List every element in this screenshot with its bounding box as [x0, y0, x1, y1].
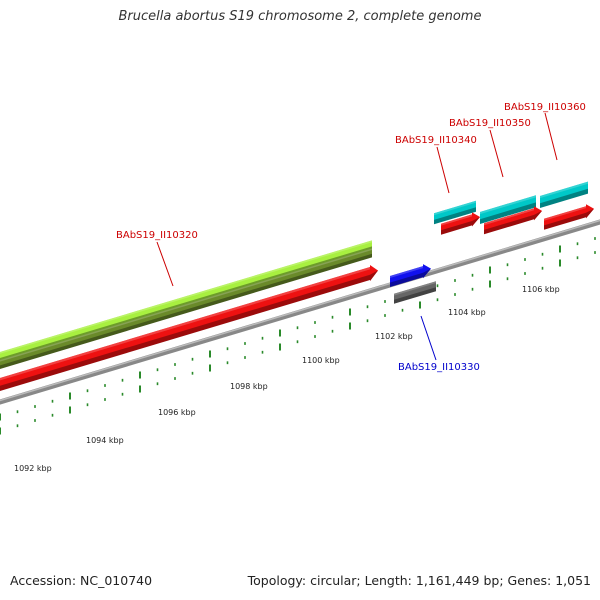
genome-backbone	[0, 219, 600, 405]
leader-line-g10320	[156, 241, 174, 287]
scale-label-3: 1098 kbp	[230, 382, 268, 391]
leader-line-g10340	[436, 146, 450, 194]
scale-label-0: 1092 kbp	[14, 464, 52, 473]
gray-feature-10330	[394, 281, 436, 304]
scale-label-6: 1104 kbp	[448, 308, 486, 317]
gene-band-10360	[540, 181, 588, 208]
leader-line-g10360	[544, 112, 558, 161]
scale-label-7: 1106 kbp	[522, 285, 560, 294]
cds-forward-10350	[484, 206, 542, 235]
gene-band-10340	[434, 200, 476, 225]
cds-forward-10320	[0, 265, 378, 391]
gene-label-g10330: BAbS19_II10330	[398, 362, 480, 373]
map-title: Brucella abortus S19 chromosome 2, compl…	[118, 9, 482, 24]
scale-label-4: 1100 kbp	[302, 356, 340, 365]
gene-strip-bottom	[0, 248, 372, 369]
gene-band-10350	[480, 195, 536, 224]
gene-label-g10320: BAbS19_II10320	[116, 230, 198, 241]
cds-reverse-10330	[390, 264, 431, 287]
scale-label-2: 1096 kbp	[158, 408, 196, 417]
scale-label-5: 1102 kbp	[375, 332, 413, 341]
scale-label-1: 1094 kbp	[86, 436, 124, 445]
leader-line-g10350	[489, 129, 504, 178]
lower-tick-line	[0, 251, 596, 435]
cds-forward-10360	[544, 204, 594, 230]
gene-label-g10360: BAbS19_II10360	[504, 102, 586, 113]
gene-label-g10340: BAbS19_II10340	[395, 135, 477, 146]
cds-forward-10340	[441, 212, 480, 235]
gene-label-g10350: BAbS19_II10350	[449, 118, 531, 129]
genome-backbone-highlight	[0, 219, 600, 402]
accession-text: Accession: NC_010740	[10, 573, 153, 588]
topology-text: Topology: circular; Length: 1,161,449 bp…	[247, 573, 591, 588]
leader-line-g10330	[420, 315, 437, 361]
